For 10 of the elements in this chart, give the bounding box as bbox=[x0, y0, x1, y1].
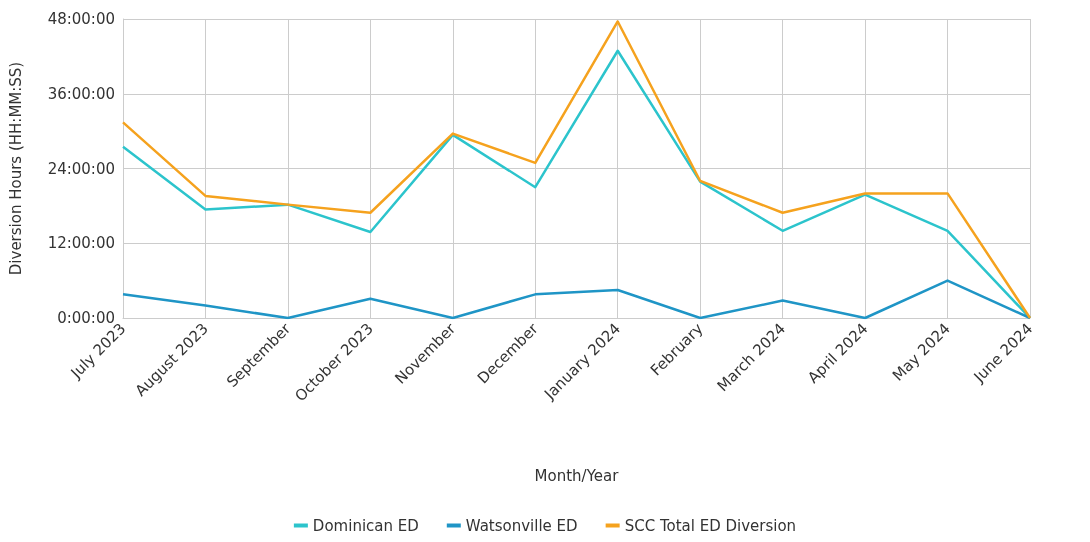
y-tick-label: 12:00:00 bbox=[47, 234, 115, 253]
y-tick-label: 24:00:00 bbox=[47, 159, 115, 178]
legend-label: Dominican ED bbox=[312, 516, 419, 535]
x-axis-title: Month/Year bbox=[534, 466, 620, 485]
legend-label: SCC Total ED Diversion bbox=[624, 516, 797, 535]
y-axis-title: Diversion Hours (HH:MM:SS) bbox=[6, 61, 25, 276]
y-tick-label: 36:00:00 bbox=[47, 84, 115, 103]
legend-label: Watsonville ED bbox=[465, 516, 578, 535]
y-tick-label: 48:00:00 bbox=[47, 10, 115, 28]
y-tick-label: 0:00:00 bbox=[57, 309, 115, 327]
